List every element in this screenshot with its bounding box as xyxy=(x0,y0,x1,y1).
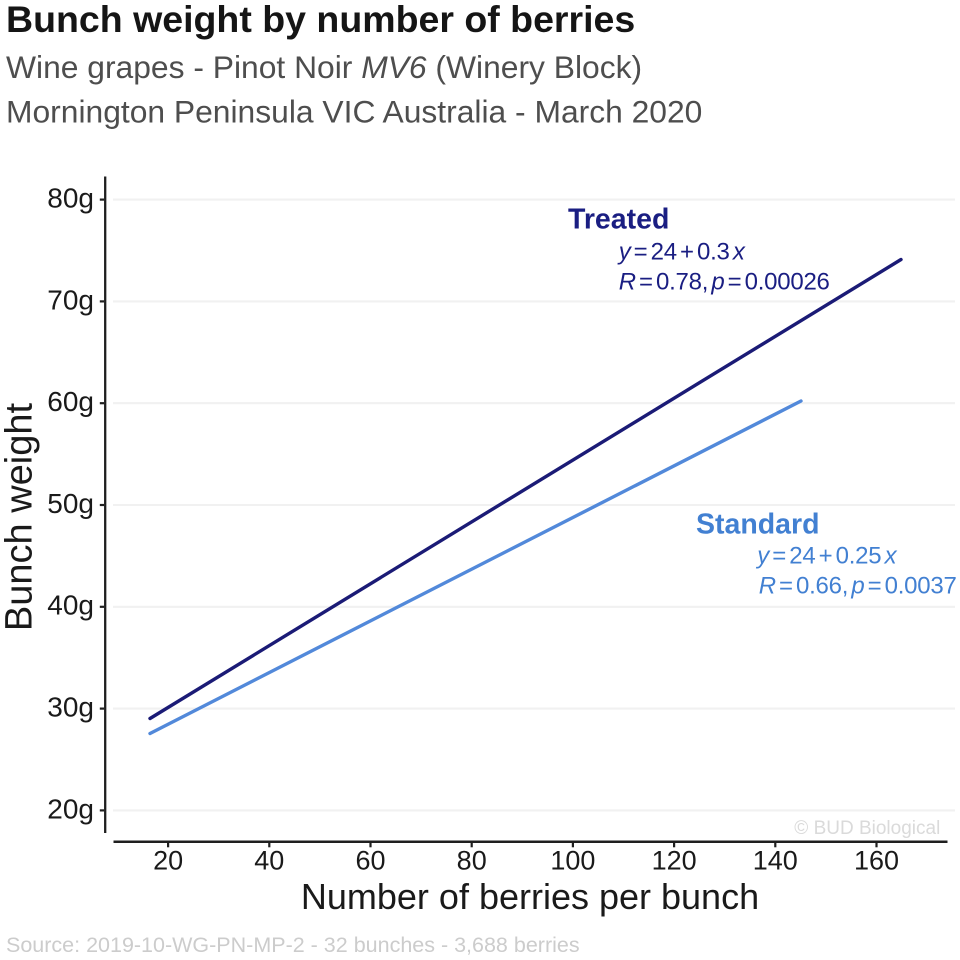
svg-text:Treated: Treated xyxy=(568,203,669,235)
svg-text:60: 60 xyxy=(355,846,385,876)
svg-text:Mornington Peninsula VIC Austr: Mornington Peninsula VIC Australia - Mar… xyxy=(6,93,702,129)
svg-text:100: 100 xyxy=(550,846,595,876)
svg-text:30g: 30g xyxy=(47,692,94,723)
svg-text:140: 140 xyxy=(753,846,798,876)
svg-text:80: 80 xyxy=(457,846,487,876)
svg-text:y = 24 + 0.3 x: y = 24 + 0.3 x xyxy=(617,239,746,266)
svg-text:160: 160 xyxy=(854,846,899,876)
svg-text:Wine grapes - Pinot Noir MV6 (: Wine grapes - Pinot Noir MV6 (Winery Blo… xyxy=(6,49,642,85)
svg-text:40: 40 xyxy=(254,846,284,876)
svg-text:Number of berries per bunch: Number of berries per bunch xyxy=(301,876,759,917)
svg-text:© BUD Biological: © BUD Biological xyxy=(794,818,940,839)
svg-text:Source: 2019-10-WG-PN-MP-2 - 3: Source: 2019-10-WG-PN-MP-2 - 32 bunches … xyxy=(6,933,580,957)
svg-text:20: 20 xyxy=(153,846,183,876)
svg-text:Bunch weight: Bunch weight xyxy=(0,402,41,631)
svg-text:20g: 20g xyxy=(47,793,94,824)
svg-text:Standard: Standard xyxy=(696,509,820,541)
svg-text:60g: 60g xyxy=(47,386,94,417)
svg-text:70g: 70g xyxy=(47,284,94,315)
svg-text:50g: 50g xyxy=(47,488,94,519)
svg-text:R = 0.78, p = 0.00026: R = 0.78, p = 0.00026 xyxy=(619,269,830,296)
svg-text:Bunch weight by number of berr: Bunch weight by number of berries xyxy=(6,0,635,40)
svg-text:y = 24 + 0.25 x: y = 24 + 0.25 x xyxy=(755,543,897,570)
svg-text:40g: 40g xyxy=(47,590,94,621)
svg-text:120: 120 xyxy=(652,846,697,876)
svg-text:R = 0.66, p = 0.0037: R = 0.66, p = 0.0037 xyxy=(759,572,957,599)
svg-text:80g: 80g xyxy=(47,183,94,214)
